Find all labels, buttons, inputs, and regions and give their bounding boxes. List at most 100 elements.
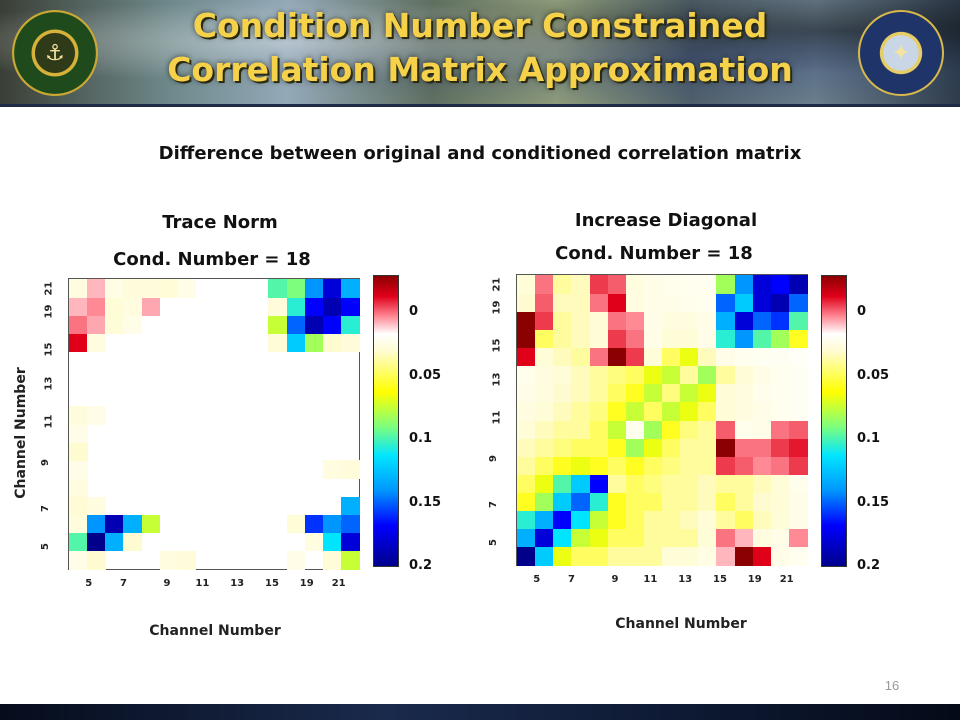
heatmap-cell bbox=[734, 293, 754, 312]
heatmap-cell bbox=[752, 420, 772, 439]
heatmap-cell bbox=[607, 275, 627, 294]
heatmap-cell bbox=[553, 510, 572, 530]
heatmap-cell bbox=[698, 383, 717, 403]
slide-title-line-2: Correlation Matrix Approximation bbox=[167, 50, 793, 89]
heatmap-cell bbox=[571, 510, 590, 530]
heatmap-cell bbox=[625, 329, 645, 348]
heatmap-cell bbox=[788, 329, 808, 348]
heatmap-cell bbox=[589, 347, 609, 367]
heatmap-cell bbox=[268, 279, 287, 298]
heatmap-cell bbox=[625, 401, 645, 421]
heatmap-cell bbox=[589, 329, 609, 348]
heatmap-cell bbox=[141, 297, 161, 316]
heatmap-cell bbox=[662, 510, 681, 530]
x-tick-label: 11 bbox=[195, 578, 210, 589]
heatmap-cell bbox=[69, 478, 88, 497]
heatmap-cell bbox=[571, 293, 590, 312]
heatmap-cell bbox=[105, 514, 124, 534]
heatmap-cell bbox=[123, 514, 142, 534]
heatmap-cell bbox=[680, 329, 699, 348]
left-x-axis-label: Channel Number bbox=[149, 623, 281, 639]
heatmap-cell bbox=[571, 347, 590, 367]
heatmap-cell bbox=[286, 514, 306, 534]
heatmap-cell bbox=[752, 438, 772, 457]
heatmap-cell bbox=[69, 333, 88, 352]
heatmap-cell bbox=[662, 456, 681, 475]
heatmap-cell bbox=[607, 365, 627, 385]
y-tick-label: 15 bbox=[43, 342, 55, 356]
heatmap-cell bbox=[286, 333, 306, 352]
heatmap-cell bbox=[535, 275, 554, 294]
heatmap-cell bbox=[607, 492, 627, 512]
heatmap-cell bbox=[643, 456, 663, 475]
heatmap-cell bbox=[752, 510, 772, 530]
heatmap-cell bbox=[322, 532, 342, 552]
x-tick-label: 9 bbox=[163, 578, 171, 589]
heatmap-cell bbox=[607, 510, 627, 530]
heatmap-cell bbox=[788, 401, 808, 421]
heatmap-cell bbox=[734, 456, 754, 475]
heatmap-cell bbox=[553, 365, 572, 385]
heatmap-cell bbox=[553, 275, 572, 294]
heatmap-cell bbox=[105, 532, 124, 552]
heatmap-cell bbox=[177, 279, 197, 298]
heatmap-cell bbox=[752, 383, 772, 403]
heatmap-cell bbox=[788, 546, 808, 566]
heatmap-cell bbox=[698, 546, 717, 566]
heatmap-cell bbox=[69, 496, 88, 516]
x-tick-label: 5 bbox=[85, 578, 93, 589]
heatmap-cell bbox=[304, 297, 324, 316]
heatmap-cell bbox=[571, 456, 590, 475]
y-tick-label: 5 bbox=[487, 538, 499, 546]
heatmap-cell bbox=[734, 438, 754, 457]
heatmap-cell bbox=[770, 492, 790, 512]
heatmap-cell bbox=[571, 383, 590, 403]
header-banner: ⚓ ✦ Condition Number Constrained Correla… bbox=[0, 0, 960, 104]
heatmap-cell bbox=[322, 315, 342, 334]
colorbar-tick-label: 0.15 bbox=[409, 494, 442, 510]
heatmap-cell bbox=[589, 546, 609, 566]
heatmap-cell bbox=[69, 532, 88, 552]
heatmap-cell bbox=[662, 365, 681, 385]
heatmap-cell bbox=[553, 293, 572, 312]
heatmap-cell bbox=[680, 365, 699, 385]
heatmap-cell bbox=[340, 333, 360, 352]
right-plot-subtitle: Cond. Number = 18 bbox=[555, 243, 753, 264]
heatmap-cell bbox=[535, 329, 554, 348]
heatmap-cell bbox=[716, 293, 735, 312]
heatmap-cell bbox=[788, 275, 808, 294]
heatmap-cell bbox=[643, 510, 663, 530]
heatmap-cell bbox=[662, 546, 681, 566]
heatmap-cell bbox=[535, 438, 554, 457]
heatmap-cell bbox=[770, 329, 790, 348]
heatmap-cell bbox=[716, 329, 735, 348]
heatmap-cell bbox=[517, 474, 536, 493]
heatmap-cell bbox=[698, 492, 717, 512]
heatmap-cell bbox=[123, 315, 142, 334]
heatmap-cell bbox=[607, 329, 627, 348]
heatmap-cell bbox=[535, 347, 554, 367]
heatmap-cell bbox=[589, 365, 609, 385]
heatmap-cell bbox=[286, 297, 306, 316]
heatmap-cell bbox=[553, 383, 572, 403]
heatmap-cell bbox=[680, 347, 699, 367]
heatmap-cell bbox=[752, 528, 772, 548]
heatmap-cell bbox=[698, 365, 717, 385]
heatmap-cell bbox=[517, 420, 536, 439]
heatmap-cell bbox=[268, 315, 287, 334]
x-tick-label: 15 bbox=[713, 574, 727, 585]
heatmap-cell bbox=[752, 401, 772, 421]
heatmap-cell bbox=[87, 496, 106, 516]
heatmap-cell bbox=[69, 442, 88, 461]
heatmap-cell bbox=[643, 275, 663, 294]
heatmap-cell bbox=[535, 383, 554, 403]
y-tick-label: 5 bbox=[39, 542, 51, 550]
heatmap-cell bbox=[607, 456, 627, 475]
heatmap-cell bbox=[734, 420, 754, 439]
heatmap-cell bbox=[643, 365, 663, 385]
y-tick-label: 11 bbox=[43, 414, 55, 429]
heatmap-cell bbox=[698, 474, 717, 493]
heatmap-cell bbox=[698, 293, 717, 312]
slide-subtitle: Difference between original and conditio… bbox=[158, 143, 802, 164]
heatmap-cell bbox=[625, 528, 645, 548]
